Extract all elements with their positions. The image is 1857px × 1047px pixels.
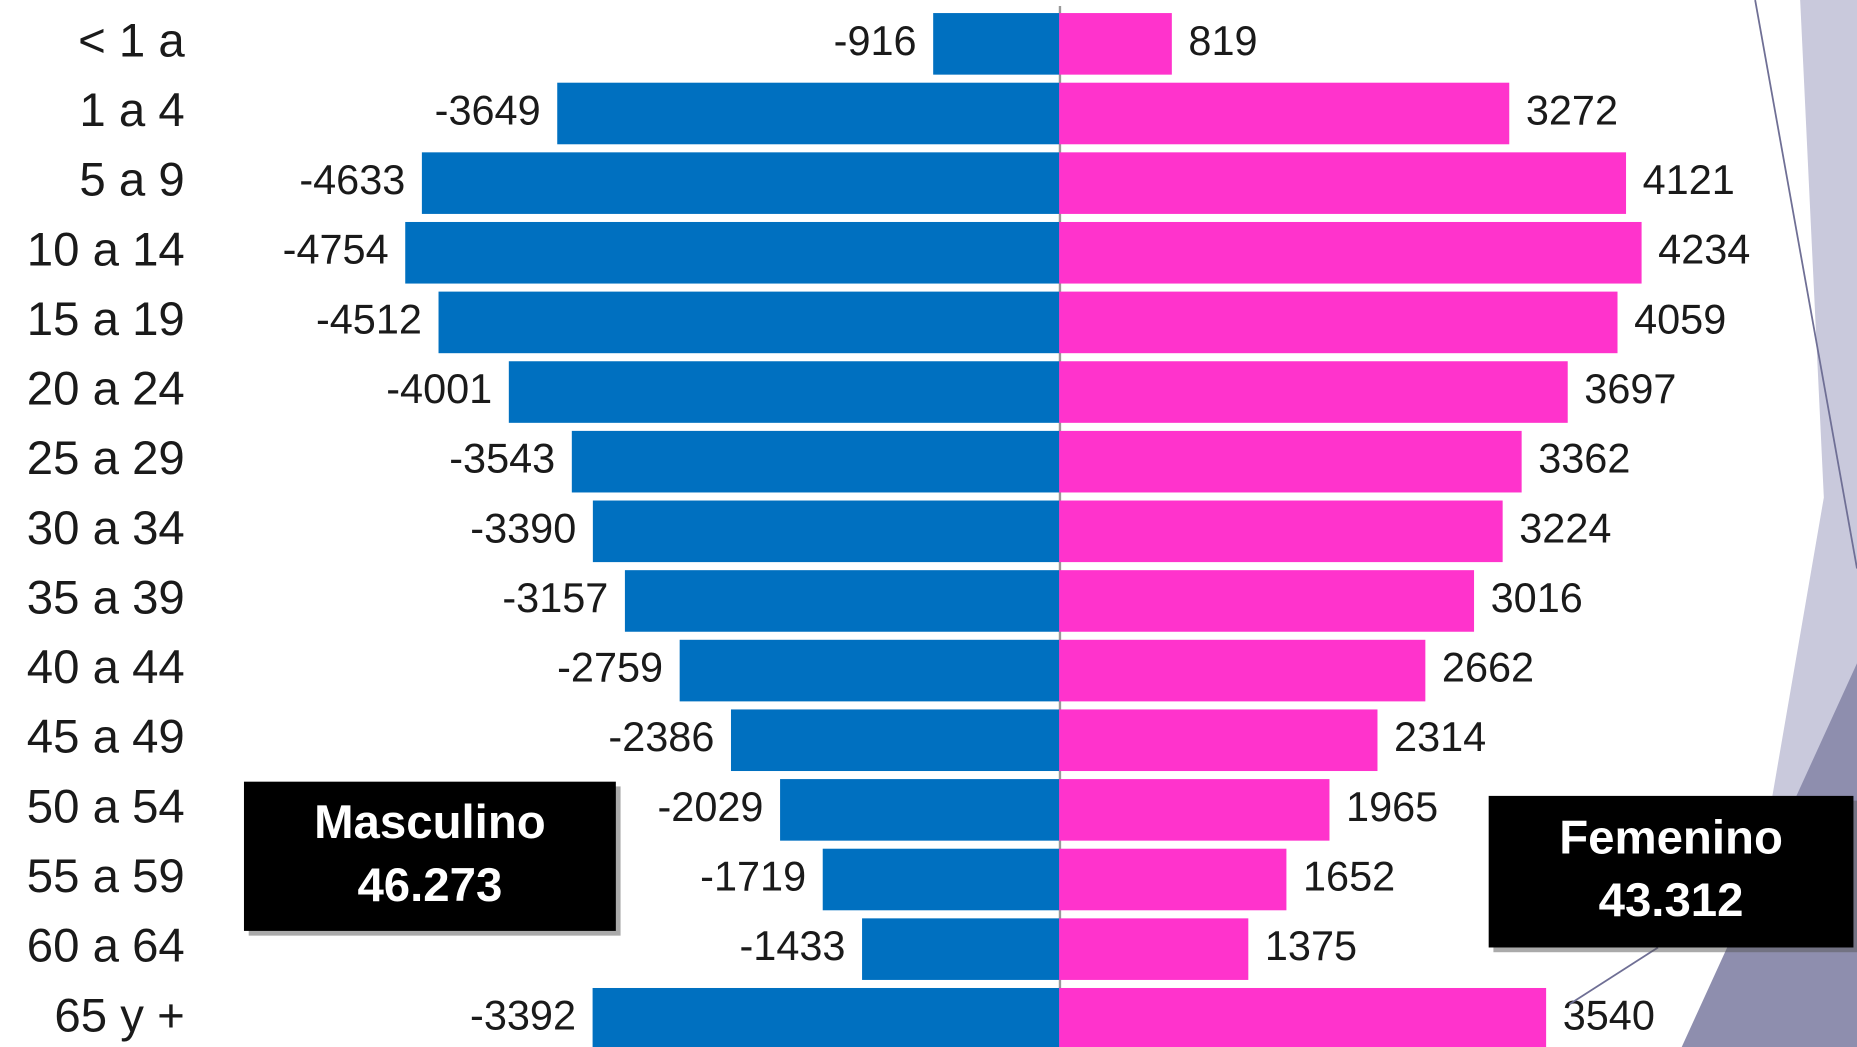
bar — [1059, 221, 1642, 284]
y-tick-label: 1 a 4 — [79, 84, 184, 137]
bar — [822, 848, 1060, 911]
y-tick-label: 45 a 49 — [27, 711, 185, 764]
y-tick-label: 15 a 19 — [27, 293, 185, 346]
data-label: 3697 — [1584, 365, 1676, 412]
bar — [1059, 570, 1475, 632]
annotation: 43.312 — [1599, 874, 1744, 927]
bar — [1059, 500, 1503, 563]
y-tick-label: 20 a 24 — [27, 363, 185, 416]
data-label: 3016 — [1491, 574, 1583, 621]
data-label: -4512 — [316, 295, 422, 342]
data-label: 2662 — [1442, 644, 1534, 691]
bar — [933, 13, 1060, 75]
y-tick-label: 55 a 59 — [27, 850, 185, 903]
y-tick-label: 65 y + — [54, 989, 184, 1042]
data-label: 1965 — [1346, 783, 1438, 830]
bar — [1059, 918, 1249, 980]
annotation-box — [1488, 795, 1854, 948]
annotation: Femenino — [1559, 811, 1783, 864]
plot: < 1 a -916 819 1 a 4 -3649 3272 5 a 9 -4633 4121… — [27, 13, 1750, 1047]
bar — [1059, 639, 1426, 702]
data-label: 4121 — [1643, 156, 1735, 203]
data-label: -916 — [834, 17, 917, 64]
y-tick-label: 60 a 64 — [27, 920, 185, 973]
bar — [780, 779, 1060, 841]
bar — [679, 639, 1060, 702]
bar — [730, 709, 1060, 772]
data-label: -1433 — [739, 922, 845, 969]
bar — [592, 987, 1060, 1047]
data-label: 4234 — [1658, 226, 1750, 273]
bar — [1059, 848, 1287, 911]
data-label: -2029 — [658, 783, 764, 830]
bar — [1059, 82, 1510, 145]
bar — [862, 918, 1060, 980]
bar — [1059, 13, 1172, 75]
bar — [405, 221, 1060, 284]
y-tick-label: 40 a 44 — [27, 641, 185, 694]
data-label: -4001 — [386, 365, 492, 412]
data-label: 1375 — [1265, 922, 1357, 969]
bar — [1059, 361, 1568, 423]
bar — [1059, 709, 1378, 772]
bar — [508, 361, 1060, 423]
data-label: 3272 — [1526, 86, 1618, 133]
y-tick-label: 35 a 39 — [27, 571, 185, 624]
bar — [571, 430, 1060, 493]
annotation-box — [243, 781, 616, 931]
data-label: 819 — [1188, 17, 1257, 64]
data-label: 1652 — [1303, 852, 1395, 899]
bar — [1059, 152, 1627, 214]
bar — [1059, 779, 1330, 841]
data-label: -3390 — [470, 504, 576, 551]
data-label: -4633 — [299, 156, 405, 203]
y-tick-label: 5 a 9 — [79, 154, 184, 207]
bar — [1059, 430, 1522, 493]
data-label: 3224 — [1519, 504, 1611, 551]
data-label: -2759 — [557, 644, 663, 691]
annotation: 46.273 — [357, 859, 502, 912]
data-label: -1719 — [700, 852, 806, 899]
data-label: -4754 — [283, 226, 389, 273]
y-tick-label: 10 a 14 — [27, 223, 185, 276]
data-label: -3543 — [449, 435, 555, 482]
annotation: Masculino — [314, 796, 546, 849]
y-tick-label: 30 a 34 — [27, 502, 185, 555]
bar — [1059, 291, 1618, 354]
bar — [1059, 987, 1547, 1047]
data-label: 4059 — [1634, 295, 1726, 342]
data-label: -3392 — [470, 992, 576, 1039]
bar — [592, 500, 1060, 563]
data-label: -3157 — [502, 574, 608, 621]
data-label: -3649 — [435, 86, 541, 133]
y-tick-label: < 1 a — [78, 14, 185, 67]
y-tick-label: 50 a 54 — [27, 780, 185, 833]
data-label: 2314 — [1394, 713, 1486, 760]
bar — [438, 291, 1060, 354]
y-tick-label: 25 a 29 — [27, 432, 185, 485]
data-label: -2386 — [608, 713, 714, 760]
bar — [421, 152, 1060, 214]
bar — [624, 570, 1060, 632]
decoration-line — [1754, 0, 1857, 569]
data-label: 3362 — [1538, 435, 1630, 482]
leader-line — [1568, 946, 1659, 1006]
bar — [557, 82, 1060, 145]
